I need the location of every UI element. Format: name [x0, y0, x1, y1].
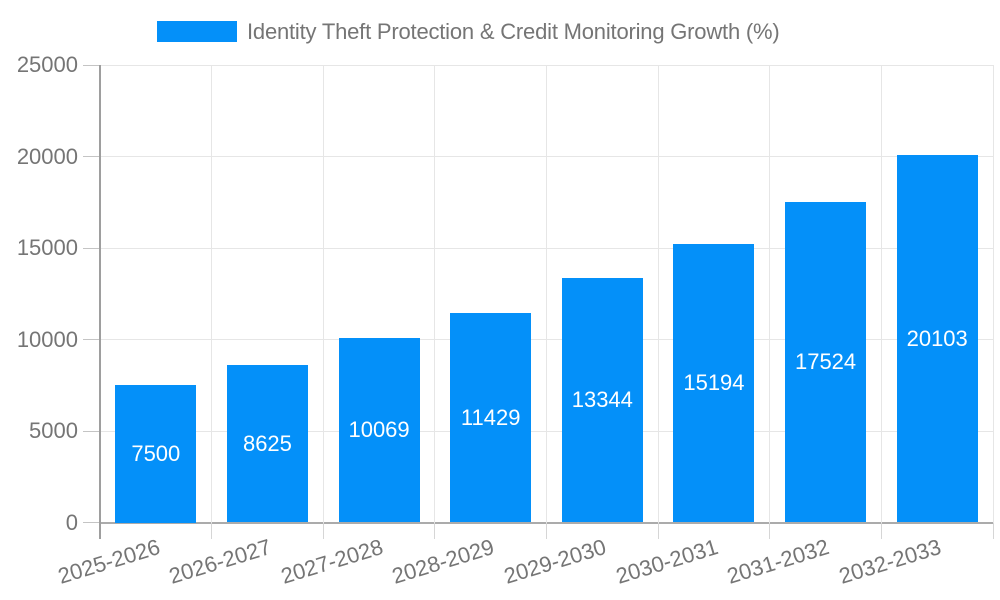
x-tick — [546, 522, 547, 539]
bar-value-label: 11429 — [460, 404, 521, 430]
x-axis-label: 2027-2028 — [277, 533, 386, 589]
bar-value-label: 17524 — [794, 349, 857, 375]
bar-value-label: 13344 — [571, 387, 633, 413]
bar: 7500 — [115, 385, 197, 523]
bar-value-label: 15194 — [683, 370, 745, 396]
bar-value-label: 10069 — [348, 417, 410, 443]
bar: 15194 — [673, 244, 755, 523]
y-axis-label: 25000 — [16, 52, 78, 77]
y-axis-label: 10000 — [16, 326, 78, 352]
x-tick — [880, 522, 882, 539]
bar-value-label: 20103 — [906, 325, 968, 351]
x-tick — [211, 522, 213, 539]
bar: 10069 — [338, 338, 420, 523]
y-tick — [83, 247, 100, 249]
x-axis-label: 2026-2027 — [166, 533, 275, 589]
x-axis-label: 2028-2029 — [389, 533, 498, 589]
legend-swatch — [157, 21, 237, 42]
x-axis-label: 2031-2032 — [724, 533, 833, 589]
y-tick — [83, 430, 100, 432]
bar-value-label: 8625 — [242, 430, 292, 456]
v-gridline — [880, 65, 882, 523]
y-axis-label: 20000 — [16, 143, 78, 169]
v-gridline — [769, 65, 771, 523]
x-axis-label: 2032-2033 — [835, 533, 944, 589]
v-gridline — [657, 65, 659, 523]
y-axis-label: 15000 — [16, 235, 78, 260]
x-tick — [657, 522, 659, 539]
x-tick — [992, 522, 994, 539]
bar: 20103 — [896, 154, 978, 523]
bar-value-label: 7500 — [131, 440, 181, 466]
x-tick — [434, 522, 436, 539]
x-tick — [322, 522, 324, 539]
y-axis-label: 0 — [65, 509, 78, 535]
x-axis-label: 2030-2031 — [612, 533, 721, 589]
x-tick — [769, 522, 771, 539]
v-gridline — [322, 65, 324, 523]
bar: 13344 — [561, 278, 643, 523]
bar: 11429 — [450, 313, 532, 523]
v-gridline — [211, 65, 213, 523]
y-tick — [83, 339, 100, 340]
y-axis-line — [99, 65, 101, 539]
v-gridline — [992, 65, 994, 523]
y-tick — [83, 522, 100, 523]
bar: 8625 — [226, 364, 308, 523]
x-axis-label: 2029-2030 — [501, 533, 610, 589]
x-axis-label: 2025-2026 — [54, 533, 163, 589]
y-tick — [83, 156, 100, 157]
y-tick — [83, 64, 100, 66]
v-gridline — [546, 65, 547, 523]
chart-legend: Identity Theft Protection & Credit Monit… — [157, 18, 780, 44]
y-axis-label: 5000 — [29, 418, 78, 443]
legend-label: Identity Theft Protection & Credit Monit… — [247, 18, 780, 44]
v-gridline — [434, 65, 436, 523]
bar: 17524 — [785, 201, 867, 523]
